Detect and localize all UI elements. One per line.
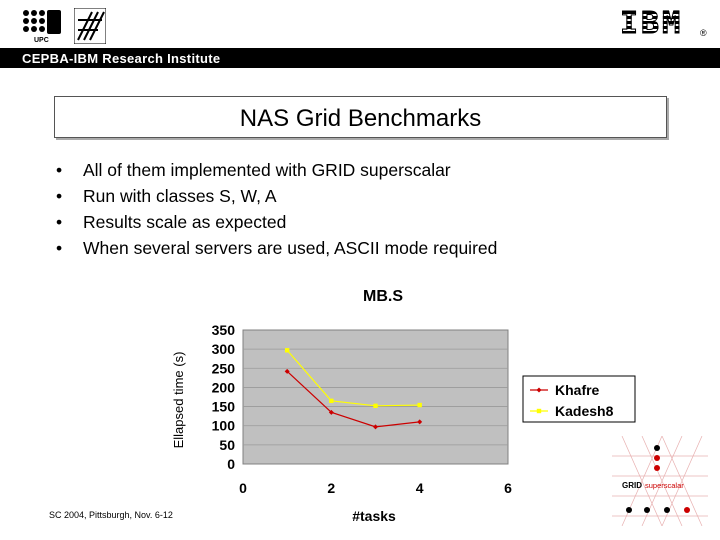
- y-tick-label: 50: [219, 437, 235, 453]
- bullet-item: • Run with classes S, W, A: [56, 183, 676, 209]
- data-point-kadesh8: [329, 398, 334, 404]
- series-line-kadesh8: [286, 349, 420, 407]
- bullet-icon: •: [56, 238, 63, 258]
- series-line-khafre: [286, 370, 420, 428]
- y-tick-label: 150: [212, 399, 236, 415]
- data-point-khafre: [417, 419, 423, 425]
- x-tick-label: 4: [416, 480, 424, 496]
- bullet-icon: •: [56, 160, 63, 180]
- chart-y-axis-label: Ellapsed time (s): [171, 352, 186, 449]
- y-tick-label: 250: [212, 360, 236, 376]
- bullet-list: • All of them implemented with GRID super…: [56, 157, 676, 261]
- x-tick-label: 2: [327, 480, 335, 496]
- mbs-line-chart: MB.S Ellapsed time (s) #tasks 0 50 100 150 2…: [171, 288, 636, 524]
- legend-label-khafre: Khafre: [555, 382, 600, 398]
- data-point-khafre: [373, 424, 378, 430]
- institute-name: CEPBA-IBM Research Institute: [22, 51, 221, 66]
- header-bar: [0, 48, 720, 68]
- chart-title: MB.S: [363, 288, 403, 305]
- footer-conference: SC 2004, Pittsburgh, Nov. 6-12: [49, 510, 173, 520]
- bullet-icon: •: [56, 212, 63, 232]
- y-tick-label: 300: [212, 341, 236, 357]
- bullet-item: • All of them implemented with GRID super…: [56, 157, 676, 183]
- y-tick-label: 100: [212, 418, 236, 434]
- legend-marker-khafre: [536, 387, 542, 393]
- bullet-item: • When several servers are used, ASCII mo…: [56, 235, 676, 261]
- y-tick-label: 200: [212, 379, 236, 395]
- data-point-khafre: [328, 409, 334, 415]
- bullet-text: Run with classes S, W, A: [83, 186, 277, 206]
- registered-mark: ®: [700, 28, 707, 38]
- data-point-kadesh8: [417, 402, 422, 408]
- legend-marker-kadesh8: [536, 408, 542, 414]
- bullet-item: • Results scale as expected: [56, 209, 676, 235]
- ibm-logo: IBM: [619, 6, 684, 42]
- bullet-text: Results scale as expected: [83, 212, 287, 232]
- y-tick-label: 350: [212, 322, 236, 338]
- bullet-text: When several servers are used, ASCII mod…: [83, 238, 498, 258]
- chart-x-axis-label: #tasks: [352, 508, 396, 524]
- bullet-text: All of them implemented with GRID supers…: [83, 160, 451, 180]
- x-tick-label: 0: [239, 480, 247, 496]
- data-point-kadesh8: [373, 403, 378, 409]
- y-tick-label: 0: [227, 456, 235, 472]
- svg-text:UPC: UPC: [34, 37, 49, 44]
- fib-logo: [74, 8, 106, 44]
- chart-plot-area: [242, 329, 509, 465]
- x-tick-label: 6: [504, 480, 512, 496]
- legend-label-kadesh8: Kadesh8: [555, 403, 614, 419]
- slide-title: NAS Grid Benchmarks: [239, 105, 482, 132]
- grid-logo-text: GRID: [622, 481, 642, 490]
- chart-legend: [522, 375, 636, 423]
- grid-logo-text-superscalar: superscalar: [645, 481, 684, 490]
- title-box: NAS Grid Benchmarks: [54, 96, 667, 138]
- slide-header: UPC IBM ® CEPBA-IBM Research Institute: [0, 0, 720, 68]
- upc-logo: UPC: [23, 10, 61, 44]
- grid-superscalar-logo: GRID superscalar: [612, 436, 708, 526]
- data-point-kadesh8: [284, 348, 290, 353]
- bullet-icon: •: [56, 186, 63, 206]
